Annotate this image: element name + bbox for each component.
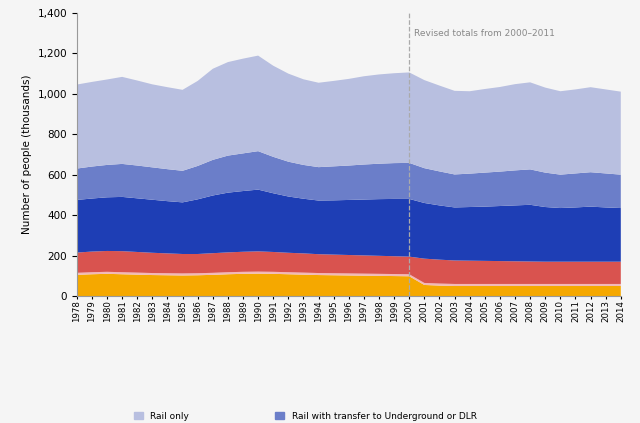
Text: Revised totals from 2000–2011: Revised totals from 2000–2011 (414, 29, 555, 38)
Legend: Rail only, Underground or DLR only, Taxi/other, Cycle, Rail with transfer to Und: Rail only, Underground or DLR only, Taxi… (131, 408, 480, 423)
Y-axis label: Number of people (thousands): Number of people (thousands) (22, 74, 32, 234)
